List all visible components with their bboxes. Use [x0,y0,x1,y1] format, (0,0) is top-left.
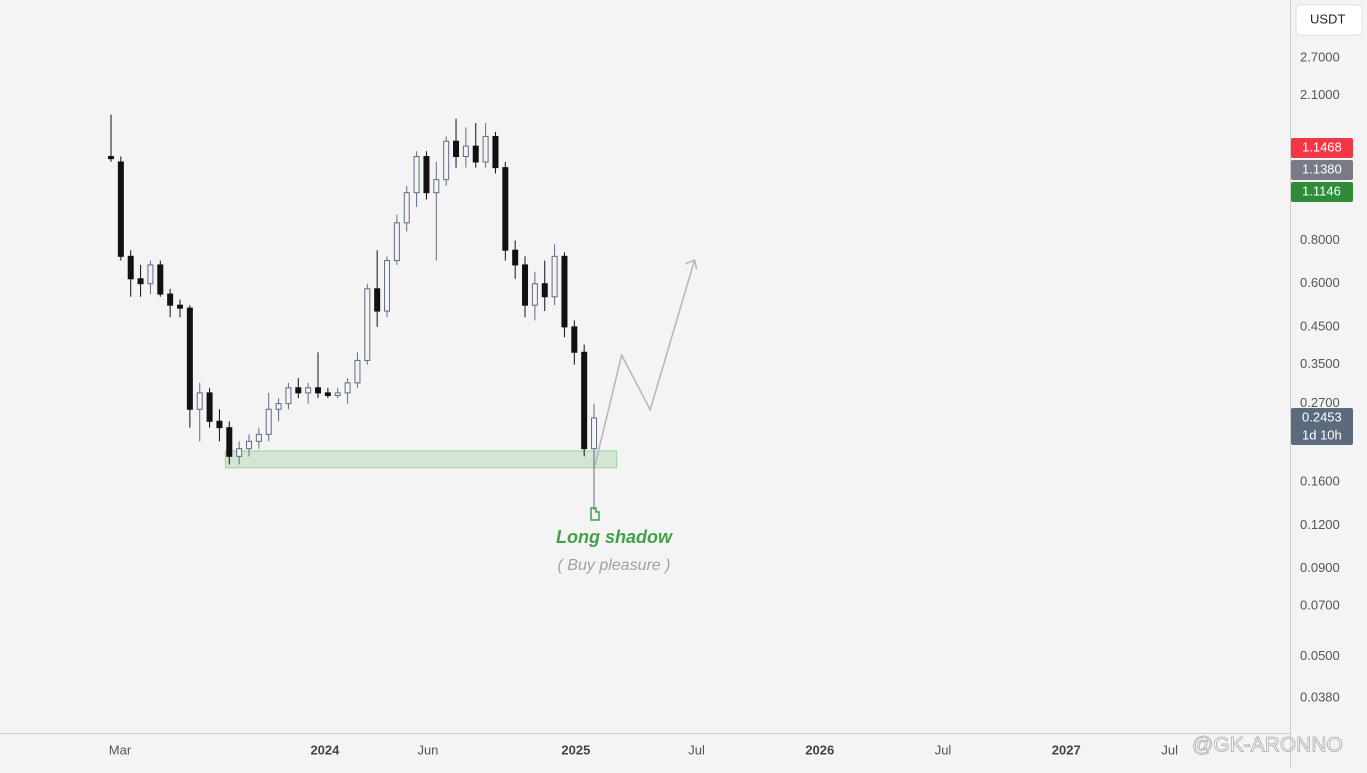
candle-body [403,192,410,224]
candle-body [551,255,558,298]
candle-body [433,179,440,194]
candle-body [443,140,450,181]
candle-body [246,440,253,450]
pointer-icon [590,507,600,521]
candle-body [315,387,322,394]
candle-body [591,417,598,450]
candle-body [255,433,262,442]
projection-line [594,259,696,466]
annotation: Long shadow [556,527,673,547]
x-tick-label: Mar [109,742,132,757]
candle-body [384,260,391,312]
candle-body [137,278,144,285]
y-tick-label: 0.0500 [1300,648,1340,663]
y-tick-label: 0.1600 [1300,474,1340,489]
candle-body [226,427,233,457]
projection-arrowhead [685,258,698,270]
candle-body [206,392,213,422]
candle-body [344,382,351,394]
x-tick-label: Jul [688,742,705,757]
candle-body [423,155,430,194]
candle-body [186,307,193,410]
candle-body [177,304,184,309]
candle-body [512,249,519,266]
candle-body [502,167,509,251]
candle-body [571,326,578,353]
candle-body [354,359,361,384]
x-tick-label: 2024 [310,742,340,757]
candle-body [324,392,331,396]
candle-body [216,420,223,429]
y-tick-label: 0.4500 [1300,318,1340,333]
y-tick-label: 0.6000 [1300,275,1340,290]
candle-body [522,264,529,306]
candle-body [531,283,538,306]
candle-body [482,135,489,163]
currency-label: USDT [1310,11,1345,26]
y-tick-label: 0.1200 [1300,517,1340,532]
y-tick-label: 0.0700 [1300,598,1340,613]
x-tick-label: 2025 [561,742,590,757]
x-tick-label: Jul [935,742,952,757]
candle-body [472,145,479,163]
annotation: ( Buy pleasure ) [558,557,671,574]
watermark: @GK-ARONNO [1192,734,1343,757]
candle-body [265,408,272,435]
y-tick-label: 0.0900 [1300,560,1340,575]
candle-body [541,283,548,298]
candle-body [492,135,499,169]
candle-body [107,155,114,160]
y-tick-label: 0.8000 [1300,232,1340,247]
candle-body [334,392,341,396]
candle-body [393,222,400,262]
candle-body [127,255,134,280]
plot-area [107,114,698,510]
x-tick-label: 2027 [1052,742,1081,757]
candle-body [462,145,469,157]
candle-body [167,293,174,306]
candle-body [374,288,381,312]
last-price-label: 0.2453 [1302,409,1342,424]
price-badge-label: 1.1468 [1302,139,1342,154]
currency-box[interactable] [1295,4,1363,36]
countdown-label: 1d 10h [1302,427,1342,442]
candle-body [561,255,568,328]
y-tick-label: 0.0380 [1300,689,1340,704]
candle-body [413,155,420,194]
last-price-badge [1291,408,1353,446]
candle-body [581,351,588,450]
candle-body [295,387,302,394]
candle-body [157,264,164,295]
x-tick-label: 2026 [805,742,834,757]
support-zone [224,450,618,469]
candle-body [453,140,460,157]
price-badge-label: 1.1146 [1302,183,1341,198]
x-tick-label: Jul [1161,742,1178,757]
y-tick-label: 0.3500 [1300,356,1340,371]
candle-body [305,387,312,394]
candle-body [275,403,282,410]
candle-body [147,264,154,285]
candle-body [364,288,371,361]
price-badge [1291,182,1353,202]
y-tick-label: 2.1000 [1300,87,1340,102]
y-tick-label: 2.7000 [1300,49,1340,64]
candle-body [117,161,124,257]
candle-body [236,448,243,457]
price-badge [1291,138,1353,158]
candle-body [196,392,203,410]
price-badge-label: 1.1380 [1302,161,1342,176]
price-badge [1291,160,1353,180]
x-tick-label: Jun [417,742,438,757]
candle-body [285,387,292,405]
y-tick-label: 0.2700 [1300,395,1340,410]
